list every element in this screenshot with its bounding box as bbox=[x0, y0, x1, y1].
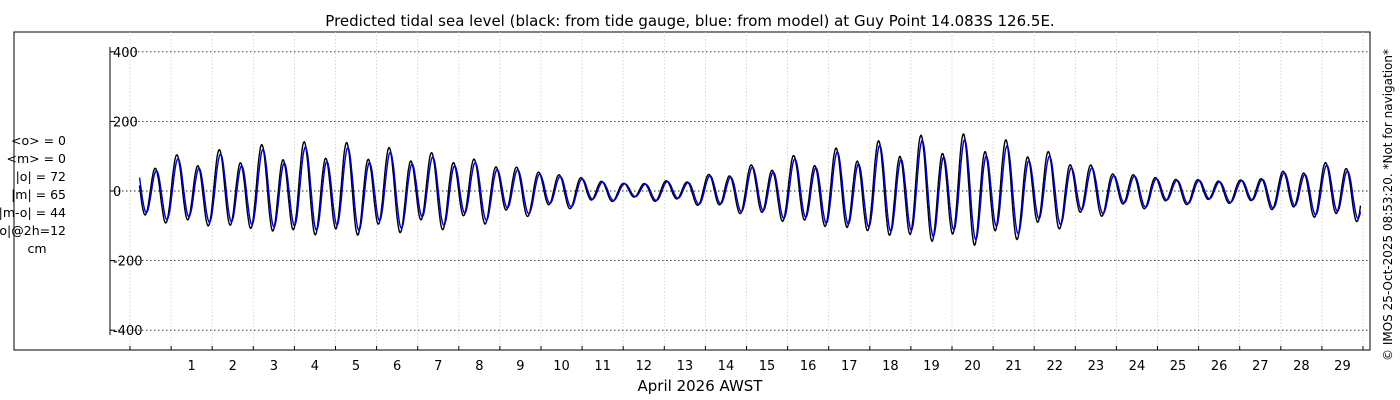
x-tick-label: 7 bbox=[434, 359, 442, 374]
x-tick-label: 1 bbox=[188, 359, 196, 374]
x-tick-label: 22 bbox=[1046, 359, 1063, 374]
x-tick-label: 16 bbox=[800, 359, 817, 374]
x-tick-label: 20 bbox=[964, 359, 981, 374]
x-tick-label: 3 bbox=[270, 359, 278, 374]
x-tick-label: 2 bbox=[229, 359, 237, 374]
statistics-annotation: <o> = 0 <m> = 0 |o| = 72 |m| = 65 |m-o| … bbox=[0, 133, 66, 256]
x-tick-label: 8 bbox=[475, 359, 483, 374]
y-tick-label: -400 bbox=[113, 324, 143, 339]
y-tick-label: -200 bbox=[113, 255, 143, 270]
stat-abs-observed: |o| = 72 bbox=[16, 169, 66, 184]
x-tick-label: 6 bbox=[393, 359, 401, 374]
x-tick-label: 14 bbox=[718, 359, 735, 374]
x-tick-label: 23 bbox=[1088, 359, 1105, 374]
x-tick-label: 11 bbox=[594, 359, 611, 374]
grid-lines bbox=[110, 32, 1370, 350]
x-tick-label: 10 bbox=[553, 359, 570, 374]
x-tick-label: 4 bbox=[311, 359, 319, 374]
x-tick-label: 9 bbox=[516, 359, 524, 374]
stat-abs-model: |m| = 65 bbox=[11, 187, 66, 202]
x-tick-label: 21 bbox=[1005, 359, 1022, 374]
x-tick-label: 13 bbox=[677, 359, 694, 374]
x-tick-label: 29 bbox=[1334, 359, 1351, 374]
stat-mean-model: <m> = 0 bbox=[7, 151, 67, 166]
stat-abs-diff: |m-o| = 44 bbox=[0, 205, 66, 220]
chart-title: Predicted tidal sea level (black: from t… bbox=[325, 12, 1054, 30]
x-axis-ticks: 1 2 3 4 5 6 7 8 9 10 11 12 13 14 15 16 17 18 19 20 21 22 23 24 2… bbox=[129, 346, 1364, 374]
x-tick-label: 28 bbox=[1293, 359, 1310, 374]
x-tick-label: 18 bbox=[882, 359, 899, 374]
x-tick-label: 25 bbox=[1170, 359, 1187, 374]
y-tick-label: 200 bbox=[113, 115, 138, 130]
stat-abs-diff-2h: |m-o|@2h=12 bbox=[0, 223, 66, 238]
stat-mean-observed: <o> = 0 bbox=[11, 133, 66, 148]
x-tick-label: 15 bbox=[759, 359, 776, 374]
credit-text: © IMOS 25-Oct-2025 08:53:20. *Not for na… bbox=[1381, 49, 1395, 361]
x-tick-label: 17 bbox=[841, 359, 858, 374]
series-line-model bbox=[138, 138, 1362, 241]
stat-unit: cm bbox=[27, 241, 46, 256]
x-tick-label: 19 bbox=[923, 359, 940, 374]
x-axis-label: April 2026 AWST bbox=[638, 377, 764, 395]
y-axis: 400 200 0 -200 -400 bbox=[109, 46, 143, 339]
x-tick-label: 24 bbox=[1129, 359, 1146, 374]
x-tick-label: 5 bbox=[352, 359, 360, 374]
x-tick-label: 27 bbox=[1252, 359, 1269, 374]
y-tick-label: 0 bbox=[113, 185, 121, 200]
x-tick-label: 12 bbox=[635, 359, 652, 374]
x-tick-label: 26 bbox=[1211, 359, 1228, 374]
y-tick-label: 400 bbox=[113, 46, 138, 61]
